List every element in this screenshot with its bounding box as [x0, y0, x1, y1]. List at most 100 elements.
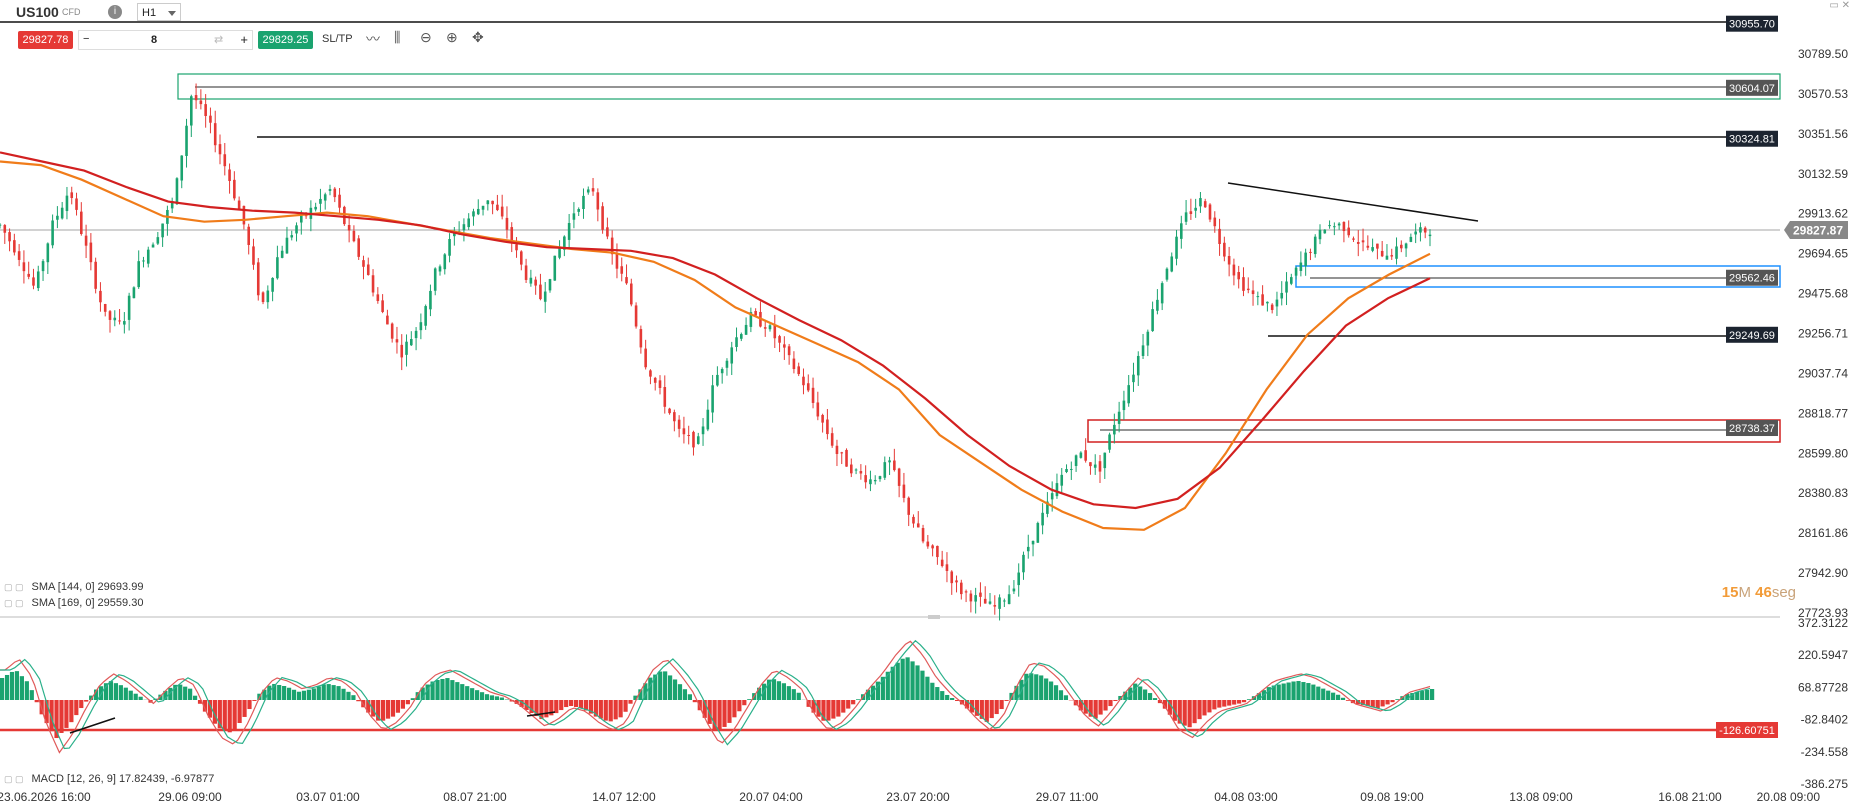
macd-hist-bar: [583, 700, 589, 711]
macd-hist-bar: [608, 700, 613, 722]
candle-body: [1194, 207, 1197, 211]
trendline-down[interactable]: [1227, 182, 1479, 222]
price-tick-label: 30570.53: [1798, 87, 1848, 101]
candle-body: [89, 242, 93, 263]
macd-hist-bar: [771, 679, 777, 700]
macd-hist-bar: [836, 700, 841, 717]
candle-body: [1084, 450, 1087, 461]
symbol-name[interactable]: US100: [16, 4, 59, 20]
macd-hist-bar: [133, 693, 138, 700]
candle-body: [366, 264, 370, 275]
candle-body: [558, 247, 561, 258]
decrease-icon[interactable]: −: [83, 33, 90, 45]
sma-169-line[interactable]: [0, 151, 1431, 510]
legend-sma144[interactable]: ▢ ▢ SMA [144, 0] 29693.99: [4, 581, 143, 593]
zoom-out-icon[interactable]: ⊖: [420, 29, 432, 45]
info-icon[interactable]: i: [108, 5, 122, 19]
macd-hist-bar: [925, 676, 930, 700]
price-badge: 30955.70: [1729, 19, 1775, 31]
line-chart-icon[interactable]: 〰: [366, 31, 380, 47]
swap-icon[interactable]: ⇄: [214, 34, 224, 46]
macd-annotation-1[interactable]: [69, 717, 116, 734]
macd-hist-bar: [945, 694, 950, 700]
candle-body: [543, 291, 547, 302]
candle-body: [577, 209, 580, 212]
macd-hist-bar: [588, 700, 594, 714]
macd-annotation-2[interactable]: [526, 711, 556, 717]
quantity-value[interactable]: 8: [151, 34, 158, 46]
candle-body: [572, 213, 576, 220]
timeframe-select[interactable]: H1: [137, 3, 181, 21]
macd-hist-bar: [1232, 700, 1237, 705]
macd-hist-bar: [494, 696, 500, 700]
candle-body: [1342, 221, 1346, 232]
macd-hist-bar: [1147, 693, 1153, 700]
sma-144-line[interactable]: [0, 160, 1431, 531]
macd-hist-bar: [415, 692, 420, 700]
candle-body: [1065, 469, 1068, 473]
macd-hist-bar: [1108, 700, 1113, 707]
price-axis[interactable]: 30789.50 30570.53 30351.56 30132.59 29913.62…: [1798, 47, 1848, 620]
candle-body: [271, 277, 274, 292]
zone-28738[interactable]: [1087, 419, 1781, 443]
zoom-in-icon[interactable]: ⊕: [446, 29, 458, 45]
macd-hist-bar: [781, 683, 786, 700]
macd-hist-bar: [994, 700, 999, 715]
sell-button[interactable]: 29827.78: [18, 31, 73, 49]
candle-body: [285, 237, 289, 254]
legend-macd[interactable]: ▢ ▢ MACD [12, 26, 9] 17.82439, -6.97877: [4, 773, 214, 785]
candle-body: [1366, 245, 1370, 248]
candle-body: [486, 200, 490, 205]
candle-body: [993, 605, 997, 607]
candle-body: [1395, 246, 1398, 259]
candle-body: [295, 225, 298, 234]
candle-body: [548, 279, 552, 291]
candle-body: [1012, 588, 1016, 592]
legend-toggle-icon[interactable]: ▢ ▢: [4, 582, 24, 592]
crosshair-icon[interactable]: ✥: [472, 29, 484, 45]
candles-icon[interactable]: ⫼: [394, 29, 401, 45]
macd-hist-bar: [168, 687, 173, 700]
sltp-button[interactable]: SL/TP: [322, 33, 353, 45]
legend-sma169[interactable]: ▢ ▢ SMA [169, 0] 29559.30: [4, 597, 143, 609]
candle-body: [783, 344, 786, 348]
candle-body: [1165, 268, 1169, 280]
candle-body: [893, 460, 896, 471]
legend-toggle-icon[interactable]: ▢ ▢: [4, 598, 24, 608]
quantity-stepper[interactable]: − 8 ⇄ +: [78, 30, 253, 50]
candle-body: [443, 254, 447, 270]
candle-body: [668, 408, 671, 414]
time-tick-label: 04.08 03:00: [1214, 790, 1278, 804]
increase-icon[interactable]: +: [240, 32, 248, 47]
candle-body: [969, 593, 973, 602]
candle-body: [811, 387, 815, 403]
macd-axis[interactable]: 372.3122 220.5947 68.87728 -82.8402 -234.558…: [1716, 616, 1848, 791]
candle-body: [663, 387, 667, 407]
zone-29562[interactable]: [1295, 265, 1781, 288]
legend-toggle-icon[interactable]: ▢ ▢: [4, 774, 24, 784]
macd-hist-bar: [964, 700, 970, 709]
macd-hist-bar: [702, 700, 707, 718]
candle-body: [228, 169, 231, 182]
candle-body: [161, 223, 164, 238]
candle-body: [816, 402, 820, 417]
candle-body: [94, 261, 97, 289]
macd-hist-bar: [554, 700, 559, 714]
candle-body: [1309, 251, 1312, 253]
window-controls[interactable]: ▭ ✕: [1829, 0, 1850, 11]
candle-body: [730, 347, 734, 364]
macd-hist-bar: [192, 695, 198, 700]
buy-button[interactable]: 29829.25: [258, 31, 313, 49]
candle-body: [1347, 227, 1350, 236]
macd-hist-bar: [252, 700, 257, 701]
macd-hist-bar: [1430, 689, 1435, 700]
macd-hist-bar: [1029, 673, 1034, 700]
macd-hist-bar: [885, 671, 890, 700]
panel-resize-handle[interactable]: [928, 615, 940, 619]
macd-hist-bar: [475, 690, 480, 700]
macd-hist-bar: [529, 700, 534, 714]
zone-30604[interactable]: [177, 73, 1781, 100]
macd-hist-bar: [356, 700, 361, 702]
time-axis[interactable]: 23.06.2026 16:00 29.06 09:00 03.07 01:00 08…: [0, 790, 1820, 804]
